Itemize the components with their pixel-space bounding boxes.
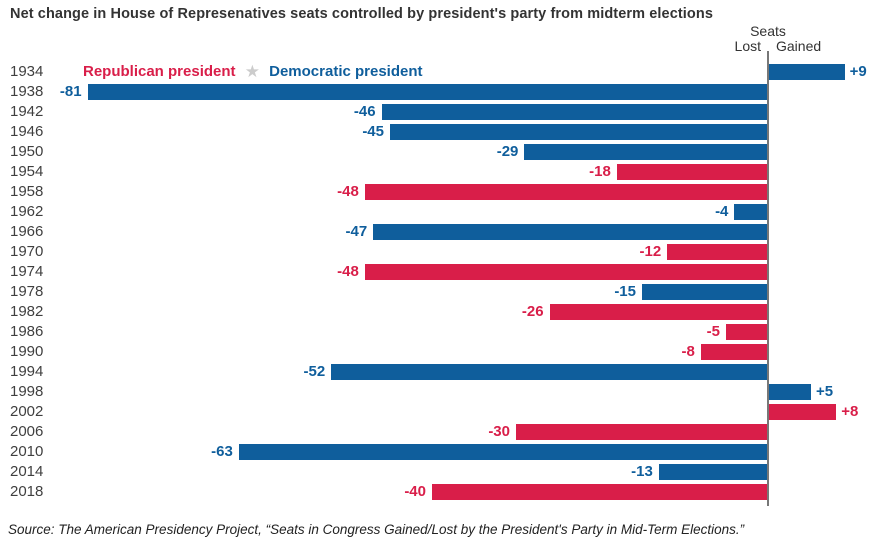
year-label: 1994 [10, 363, 44, 380]
bar-1990 [700, 344, 768, 360]
bar-1938 [87, 84, 768, 100]
year-label: 1934 [10, 63, 44, 80]
value-label-1974: -48 [337, 263, 359, 280]
value-label-1942: -46 [353, 103, 376, 120]
axis-header-lost: Lost [734, 38, 761, 54]
star-icon: ★ [244, 62, 260, 81]
value-label-2014: -13 [631, 463, 653, 480]
chart-title: Net change in House of Represenatives se… [10, 6, 713, 22]
year-label: 1990 [10, 343, 44, 360]
value-label-1986: -5 [706, 323, 720, 340]
value-label-2010: -63 [211, 443, 233, 460]
value-label-2018: -40 [404, 483, 426, 500]
value-label-1978: -15 [614, 283, 636, 300]
year-label: 1982 [10, 303, 44, 320]
value-label-1958: -48 [337, 183, 359, 200]
year-label: 1938 [10, 83, 44, 100]
value-label-1990: -8 [681, 343, 695, 360]
year-label: 1986 [10, 323, 44, 340]
year-label: 1942 [10, 103, 44, 120]
bar-1942 [381, 104, 768, 120]
legend-republican-president: Republican president [83, 63, 236, 80]
year-label: 1962 [10, 203, 44, 220]
value-label-1982: -26 [521, 303, 544, 320]
year-label: 1978 [10, 283, 44, 300]
year-label: 1950 [10, 143, 44, 160]
year-label: 1958 [10, 183, 44, 200]
bar-1966 [373, 224, 768, 240]
bar-1954 [616, 164, 768, 180]
year-label: 2010 [10, 443, 44, 460]
value-label-1946: -45 [362, 123, 384, 140]
bar-1970 [667, 244, 768, 260]
value-label-1994: -52 [303, 363, 326, 380]
year-label: 2006 [10, 423, 44, 440]
year-label: 1954 [10, 163, 44, 180]
year-label: 2002 [10, 403, 44, 420]
year-label: 1970 [10, 243, 44, 260]
zero-axis-line [767, 51, 769, 506]
bar-1994 [331, 364, 768, 380]
bar-1934 [769, 64, 845, 80]
value-label-1938: -81 [59, 83, 82, 100]
value-label-1934: +9 [849, 63, 867, 80]
bar-1986 [726, 324, 768, 340]
axis-header-seats: Seats [750, 23, 786, 39]
bar-2006 [516, 424, 768, 440]
bar-1950 [524, 144, 768, 160]
bar-1982 [549, 304, 768, 320]
year-label: 2018 [10, 483, 44, 500]
bar-1962 [734, 204, 768, 220]
legend: Republican president ★ Democratic presid… [83, 62, 423, 82]
value-label-1954: -18 [589, 163, 611, 180]
year-label: 2014 [10, 463, 44, 480]
value-label-1962: -4 [715, 203, 729, 220]
bar-2018 [432, 484, 768, 500]
bar-2010 [238, 444, 768, 460]
year-label: 1966 [10, 223, 44, 240]
bar-2014 [658, 464, 768, 480]
bar-1958 [364, 184, 768, 200]
value-label-2006: -30 [488, 423, 510, 440]
value-label-1998: +5 [816, 383, 834, 400]
year-label: 1998 [10, 383, 44, 400]
value-label-2002: +8 [841, 403, 859, 420]
bar-1978 [642, 284, 768, 300]
axis-header-gained: Gained [776, 38, 822, 54]
bar-2002 [769, 404, 837, 420]
value-label-1950: -29 [496, 143, 519, 160]
source-attribution: Source: The American Presidency Project,… [8, 522, 745, 537]
bar-1974 [364, 264, 768, 280]
bar-1946 [390, 124, 768, 140]
value-label-1970: -12 [639, 243, 662, 260]
legend-democratic-president: Democratic president [269, 63, 423, 80]
year-label: 1974 [10, 263, 44, 280]
value-label-1966: -47 [345, 223, 368, 240]
bar-1998 [769, 384, 811, 400]
year-label: 1946 [10, 123, 44, 140]
